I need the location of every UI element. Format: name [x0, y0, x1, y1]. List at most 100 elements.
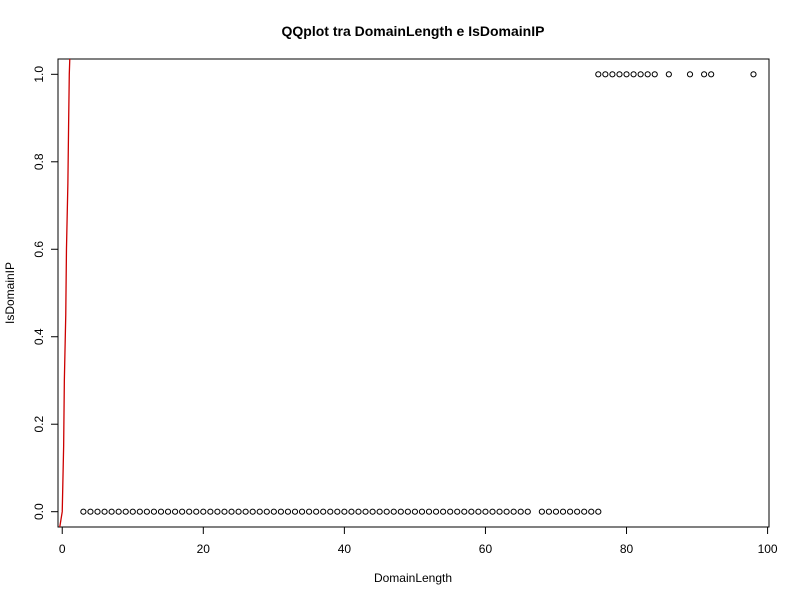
- data-point: [291, 508, 299, 515]
- x-axis-label: DomainLength: [374, 571, 452, 585]
- data-point: [623, 71, 630, 78]
- data-point: [284, 508, 292, 515]
- y-axis-label: IsDomainIP: [3, 262, 17, 324]
- data-point: [609, 71, 616, 78]
- data-point: [390, 508, 397, 515]
- data-point: [249, 508, 256, 515]
- data-point: [454, 508, 461, 515]
- data-point: [136, 508, 143, 515]
- data-point: [566, 508, 574, 515]
- data-point: [306, 508, 313, 515]
- data-point: [503, 508, 510, 515]
- y-tick-label: 0.8: [32, 153, 46, 170]
- y-tick-label: 0.4: [32, 328, 46, 345]
- data-point: [179, 508, 186, 515]
- data-point: [482, 508, 489, 515]
- x-tick-label: 0: [59, 542, 66, 556]
- data-point: [94, 508, 101, 515]
- data-point: [171, 508, 179, 515]
- x-tick-label: 100: [758, 542, 778, 556]
- data-point: [214, 508, 221, 515]
- data-point: [320, 508, 327, 515]
- data-point: [207, 508, 214, 515]
- data-point: [496, 508, 503, 515]
- y-axis: 0.0 0.2 0.4 0.6 0.8 1.0: [32, 66, 59, 520]
- data-point: [418, 508, 426, 515]
- data-point: [129, 508, 136, 515]
- y-tick-label: 0.0: [32, 503, 46, 520]
- data-point: [701, 71, 708, 78]
- data-point: [270, 508, 277, 515]
- data-point: [157, 508, 165, 515]
- data-point: [559, 508, 567, 515]
- plot-frame: [57, 58, 770, 528]
- data-point: [686, 71, 694, 78]
- x-tick-label: 60: [479, 542, 493, 556]
- data-point: [362, 508, 369, 515]
- x-tick-label: 80: [620, 542, 634, 556]
- data-point: [411, 508, 419, 515]
- data-point: [708, 71, 715, 78]
- data-point: [164, 508, 172, 515]
- data-point: [425, 508, 433, 515]
- data-point: [595, 71, 602, 78]
- data-point: [298, 508, 306, 515]
- data-point: [517, 508, 524, 515]
- data-point: [101, 508, 108, 515]
- data-point: [143, 508, 150, 515]
- data-point: [595, 508, 602, 515]
- data-point: [355, 508, 362, 515]
- data-point: [461, 508, 468, 515]
- x-tick-label: 20: [197, 542, 211, 556]
- data-point: [581, 508, 588, 515]
- data-point: [545, 508, 553, 515]
- data-point: [404, 508, 411, 515]
- data-point: [235, 508, 242, 515]
- data-point: [256, 508, 263, 515]
- data-point: [200, 508, 207, 515]
- data-point: [369, 508, 376, 515]
- data-point: [193, 508, 200, 515]
- data-point: [665, 71, 672, 78]
- data-point: [588, 508, 595, 515]
- data-point: [87, 508, 94, 515]
- data-point: [348, 508, 355, 515]
- data-point: [228, 508, 235, 515]
- qq-reference-line: [59, 59, 71, 527]
- y-tick-label: 1.0: [32, 66, 46, 83]
- data-point: [630, 71, 637, 78]
- data-point: [313, 508, 320, 515]
- data-point: [602, 71, 609, 78]
- data-point: [334, 508, 341, 515]
- reference-line: [59, 59, 71, 527]
- y-tick-label: 0.6: [32, 241, 46, 258]
- data-point: [383, 508, 390, 515]
- data-point: [186, 508, 193, 515]
- data-point: [651, 71, 658, 78]
- data-point: [115, 508, 122, 515]
- x-tick-label: 40: [338, 542, 352, 556]
- chart-title: QQplot tra DomainLength e IsDomainIP: [282, 23, 545, 39]
- data-point: [277, 508, 284, 515]
- data-point: [376, 508, 383, 515]
- data-point: [263, 508, 270, 515]
- data-point: [475, 508, 482, 515]
- data-point: [432, 508, 440, 515]
- data-point: [122, 508, 129, 515]
- data-point: [242, 508, 249, 515]
- data-point: [468, 508, 475, 515]
- data-point: [524, 508, 531, 515]
- data-point: [108, 508, 115, 515]
- data-point: [397, 508, 404, 515]
- data-point: [637, 71, 644, 78]
- data-point: [489, 508, 496, 515]
- data-point: [750, 71, 757, 78]
- data-point: [327, 508, 334, 515]
- data-point: [574, 508, 581, 515]
- data-point: [447, 508, 454, 515]
- data-point: [644, 71, 651, 78]
- data-point: [221, 508, 228, 515]
- data-point: [150, 508, 158, 515]
- y-tick-label: 0.2: [32, 416, 46, 433]
